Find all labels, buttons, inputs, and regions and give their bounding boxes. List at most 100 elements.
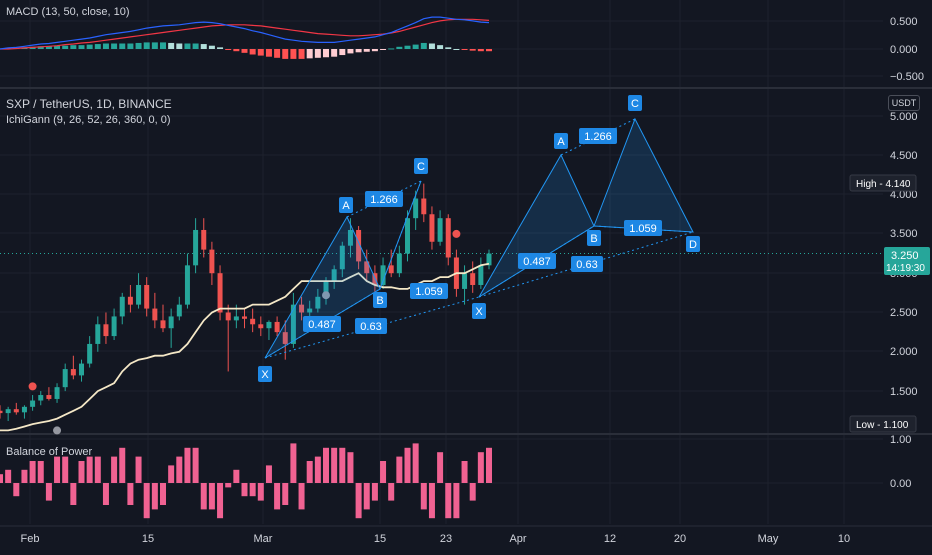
bop-bar — [257, 483, 264, 501]
ratio-label-text: 0.487 — [523, 256, 551, 268]
point-label-text: C — [631, 98, 639, 110]
bop-bar — [200, 483, 207, 510]
macd-hist-bar — [135, 42, 142, 49]
candle-body — [46, 395, 52, 399]
candle-body — [233, 316, 239, 321]
point-label-bg — [258, 366, 272, 382]
bop-bar — [208, 483, 215, 510]
macd-hist-bar — [355, 49, 362, 53]
macd-hist-bar — [119, 43, 126, 49]
macd-hist-bar — [168, 42, 175, 49]
candle-body — [144, 284, 150, 309]
bop-bar — [184, 447, 191, 483]
macd-hist-bar — [298, 49, 305, 59]
ratio-label-text: 0.63 — [360, 321, 381, 333]
bop-bar — [143, 483, 150, 519]
macd-hist-bar — [331, 49, 338, 57]
point-label-text: X — [261, 369, 269, 381]
macd-hist-bar — [184, 43, 191, 49]
ratio-label-bg — [303, 316, 341, 332]
ratio-label: 1.059 — [410, 283, 448, 299]
ratio-label: 1.059 — [624, 220, 662, 236]
bop-bar — [331, 447, 338, 483]
price-tick: 2.000 — [890, 346, 918, 358]
bop-bar — [45, 483, 52, 501]
macd-hist-bar — [102, 43, 109, 49]
macd-hist-bar — [70, 45, 77, 49]
candle-body — [347, 229, 353, 246]
bop-tick: 0.00 — [890, 478, 911, 490]
candle-body — [290, 304, 296, 344]
currency-button[interactable]: USDT — [888, 95, 920, 111]
macd-hist-bar — [86, 44, 93, 49]
candle-body — [168, 316, 174, 329]
macd-legend[interactable]: MACD (13, 50, close, 10) — [6, 6, 130, 18]
bop-bar — [347, 452, 354, 483]
last-price-tag-bg — [884, 247, 930, 275]
macd-hist-bar — [290, 49, 297, 59]
candle-body — [242, 316, 247, 319]
candle-body — [0, 410, 3, 414]
macd-hist-bar — [314, 49, 321, 58]
bop-bar — [168, 465, 175, 483]
macd-tick: 0.000 — [890, 44, 918, 56]
point-label-text: X — [475, 306, 483, 318]
price-tick: 4.000 — [890, 189, 918, 201]
ichigann-legend[interactable]: IchiGann (9, 26, 52, 26, 360, 0, 0) — [6, 114, 171, 126]
bop-bar — [486, 447, 492, 483]
bop-legend[interactable]: Balance of Power — [6, 446, 93, 458]
bop-bar — [437, 452, 444, 483]
point-label: X — [258, 366, 272, 382]
macd-hist-bar — [54, 45, 61, 49]
ratio-label-bg — [410, 283, 448, 299]
point-label: A — [554, 133, 568, 149]
macd-hist-bar — [217, 47, 224, 49]
candle-body — [421, 198, 427, 215]
candle-body — [119, 296, 125, 317]
price-tick: 1.500 — [890, 386, 918, 398]
macd-hist-bar — [388, 48, 395, 50]
symbol-title[interactable]: SXP / TetherUS, 1D, BINANCE — [6, 97, 172, 111]
macd-hist-bar — [461, 49, 468, 50]
low-tag-bg — [849, 415, 917, 433]
candle-body — [127, 296, 133, 305]
macd-tick: −0.500 — [890, 71, 924, 83]
signal-dot — [322, 291, 330, 300]
macd-hist-bar — [274, 49, 281, 58]
pattern-ratio-line — [593, 225, 694, 233]
bop-bar — [160, 483, 166, 505]
point-label-bg — [554, 133, 568, 149]
bop-bar — [298, 483, 305, 510]
macd-hist-bar — [282, 49, 289, 59]
bop-bar — [371, 483, 378, 501]
bop-bar — [339, 447, 346, 483]
macd-pane — [0, 16, 492, 59]
signal-line — [0, 18, 490, 50]
macd-hist-bar — [437, 45, 444, 49]
price-pane — [0, 183, 883, 435]
bop-bar — [54, 456, 61, 483]
bop-bar — [428, 483, 435, 519]
candle-body — [160, 320, 166, 329]
candle-body — [30, 400, 36, 407]
low-tag: Low - 1.100 — [849, 415, 917, 433]
price-tick: 4.500 — [890, 150, 918, 162]
candle-body — [95, 324, 101, 344]
candle-body — [62, 369, 68, 388]
candle-body — [388, 265, 394, 274]
bop-bar — [21, 469, 28, 483]
point-label-bg — [414, 158, 428, 174]
candle-body — [396, 253, 402, 274]
bop-bar — [265, 465, 272, 483]
macd-hist-bar — [208, 45, 215, 49]
point-label: C — [414, 158, 428, 174]
candle-body — [70, 369, 76, 376]
candle-body — [486, 253, 492, 266]
candle-body — [372, 273, 378, 285]
ratio-label: 0.487 — [303, 316, 341, 332]
high-tag-bg — [849, 174, 917, 192]
time-tick: Apr — [509, 533, 526, 545]
ratio-label-text: 1.059 — [629, 223, 657, 235]
point-label: B — [373, 292, 387, 308]
